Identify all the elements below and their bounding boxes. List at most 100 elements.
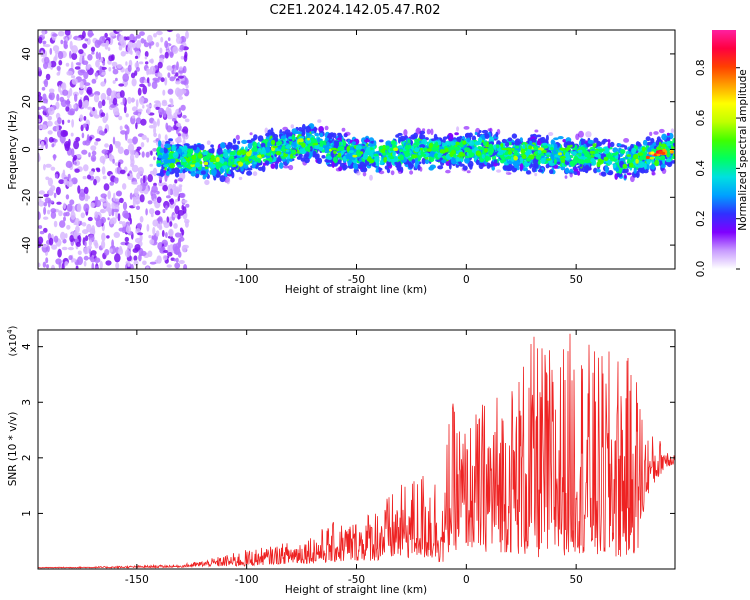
noise-blob	[174, 87, 181, 97]
band-blob	[323, 145, 329, 148]
band-blob	[362, 171, 367, 177]
noise-blob	[169, 188, 174, 196]
band-blob	[578, 130, 584, 138]
band-blob	[495, 131, 499, 138]
hot-blob	[190, 163, 195, 168]
hot-blob	[337, 152, 342, 158]
noise-blob	[124, 249, 131, 258]
band-blob	[653, 131, 659, 135]
band-blob	[607, 141, 611, 149]
noise-blob	[94, 72, 99, 77]
hot-blob	[528, 154, 534, 159]
noise-blob	[150, 150, 153, 156]
noise-blob	[139, 83, 145, 88]
band-blob	[411, 159, 416, 164]
band-blob	[159, 147, 164, 154]
band-blob	[247, 142, 253, 149]
noise-blob	[109, 181, 114, 186]
noise-blob	[84, 241, 87, 247]
noise-blob	[44, 197, 52, 204]
spectrogram-panel: -150 -100 -50 0 50 -40 -20 0 20 40 Height of stra…	[7, 29, 676, 296]
noise-blob	[43, 216, 49, 220]
band-blob	[609, 141, 615, 148]
band-blob	[216, 147, 223, 155]
band-blob	[169, 162, 176, 169]
band-blob	[534, 172, 538, 177]
noise-blob	[99, 198, 106, 202]
band-blob	[386, 168, 391, 174]
noise-blob	[66, 98, 70, 108]
noise-blob	[91, 225, 95, 234]
band-blob	[630, 175, 635, 183]
band-blob	[238, 176, 243, 181]
noise-blob	[160, 36, 164, 43]
noise-blob	[111, 61, 118, 67]
band-blob	[244, 146, 248, 152]
band-blob	[342, 166, 347, 171]
noise-blob	[81, 222, 87, 227]
hot-blob	[244, 155, 249, 162]
noise-blob	[182, 65, 187, 74]
noise-blob	[127, 64, 132, 72]
band-blob	[622, 168, 627, 172]
band-blob	[450, 157, 457, 165]
noise-blob	[42, 261, 47, 268]
band-blob	[584, 164, 590, 171]
hot-blob	[611, 152, 618, 156]
band-blob	[156, 163, 162, 168]
noise-blob	[59, 220, 66, 228]
noise-blob	[112, 68, 119, 75]
band-blob	[211, 168, 217, 176]
band-blob	[643, 162, 647, 170]
noise-blob	[148, 234, 152, 239]
noise-blob	[100, 81, 106, 87]
noise-blob	[162, 89, 166, 96]
noise-blob	[156, 196, 162, 204]
noise-blob	[58, 85, 62, 93]
noise-blob	[60, 231, 66, 241]
noise-blob	[127, 138, 134, 144]
band-blob	[409, 170, 414, 175]
noise-blob	[45, 73, 51, 81]
hot-blob	[406, 152, 411, 156]
noise-blob	[61, 246, 68, 251]
band-blob	[327, 132, 333, 138]
noise-blob	[135, 205, 141, 210]
band-blob	[631, 147, 637, 155]
noise-blob	[135, 200, 139, 205]
hot-blob	[507, 150, 512, 155]
noise-blob	[179, 192, 186, 199]
noise-blob	[54, 173, 59, 179]
hot-blob	[352, 154, 358, 158]
noise-blob	[115, 30, 123, 33]
noise-blob	[175, 257, 179, 263]
noise-blob	[74, 66, 81, 70]
band-blob	[500, 143, 504, 148]
band-blob	[465, 132, 471, 138]
noise-blob	[90, 202, 95, 209]
band-blob	[321, 155, 326, 159]
noise-blob	[58, 210, 63, 217]
noise-blob	[67, 110, 75, 116]
band-blob	[270, 163, 276, 169]
noise-blob	[182, 126, 189, 135]
noise-blob	[100, 66, 107, 70]
noise-blob	[73, 140, 80, 150]
hot-blob	[642, 155, 648, 161]
noise-blob	[157, 61, 163, 69]
noise-blob	[38, 190, 46, 195]
noise-blob	[174, 262, 181, 269]
noise-blob	[69, 235, 75, 243]
band-blob	[666, 142, 671, 147]
noise-blob	[105, 260, 112, 266]
noise-blob	[169, 51, 174, 58]
noise-blob	[114, 112, 120, 116]
noise-blob	[65, 106, 70, 112]
noise-blob	[56, 72, 61, 76]
band-blob	[314, 132, 320, 137]
band-blob	[199, 144, 205, 151]
hot-blob	[382, 144, 386, 149]
noise-blob	[38, 106, 42, 111]
noise-blob	[161, 230, 165, 237]
hot-blob	[276, 141, 280, 146]
